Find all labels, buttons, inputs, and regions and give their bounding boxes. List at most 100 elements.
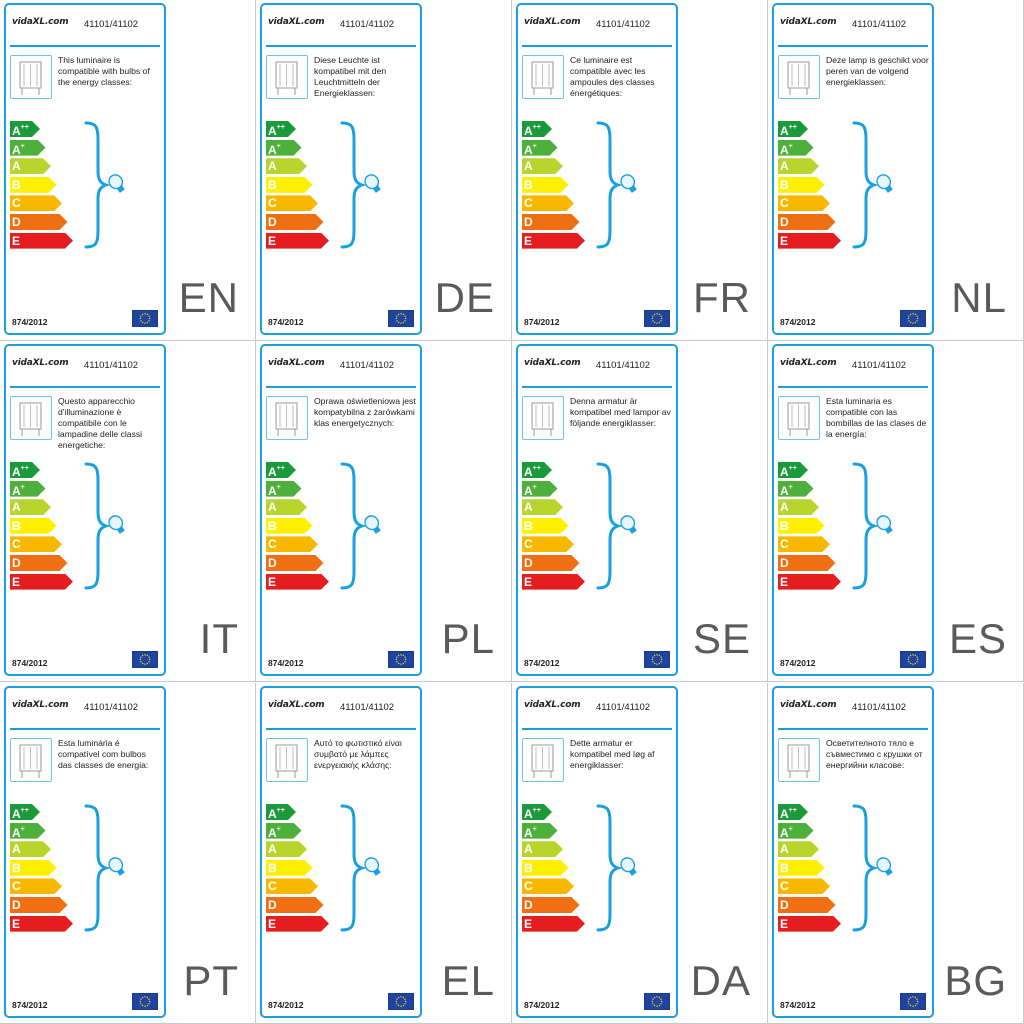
language-code: DA	[690, 957, 751, 1004]
energy-class-a-plus: A+	[522, 481, 558, 497]
energy-class-e: E	[10, 233, 73, 249]
energy-class-a: A	[10, 841, 51, 857]
language-code: PL	[441, 615, 495, 662]
floor-lamp-icon	[266, 396, 308, 440]
product-code: 41101/41102	[84, 19, 139, 30]
product-code: 41101/41102	[596, 702, 651, 713]
product-code: 41101/41102	[852, 19, 907, 30]
energy-class-a: A	[266, 499, 307, 515]
eu-flag-icon	[388, 651, 414, 668]
energy-class-d: D	[522, 897, 580, 913]
regulation-number: 874/2012	[780, 658, 816, 668]
energy-class-a-plus-plus: A++	[10, 462, 40, 478]
energy-class-a-plus: A+	[10, 481, 46, 497]
energy-class-a-plus-plus: A++	[778, 462, 808, 478]
brand-logo: vidaXL.com	[780, 17, 837, 27]
light-bulb-icon	[84, 121, 125, 249]
language-code: EN	[178, 274, 239, 321]
energy-class-d: D	[10, 897, 68, 913]
energy-class-c: C	[522, 878, 574, 894]
energy-class-c: C	[778, 878, 830, 894]
header-divider	[778, 728, 928, 730]
energy-class-scale: A++ A+ A B C D E	[10, 804, 80, 934]
energy-class-a: A	[10, 499, 51, 515]
brand-logo: vidaXL.com	[268, 358, 325, 368]
language-code: FR	[693, 274, 751, 321]
brand-logo: vidaXL.com	[780, 358, 837, 368]
floor-lamp-icon	[522, 396, 564, 440]
light-bulb-icon	[596, 462, 637, 590]
floor-lamp-icon	[266, 738, 308, 782]
energy-class-e: E	[266, 916, 329, 932]
energy-class-a: A	[778, 158, 819, 174]
label-cell-fr: vidaXL.com 41101/41102 Ce luminaire est …	[512, 0, 768, 341]
energy-label: vidaXL.com 41101/41102 This luminaire is…	[4, 3, 166, 335]
energy-class-a: A	[266, 841, 307, 857]
header-divider	[10, 386, 160, 388]
energy-class-a: A	[778, 499, 819, 515]
eu-flag-icon	[644, 310, 670, 327]
floor-lamp-icon	[10, 55, 52, 99]
energy-label: vidaXL.com 41101/41102 Oprawa oświetleni…	[260, 344, 422, 676]
energy-class-a: A	[10, 158, 51, 174]
energy-class-c: C	[266, 195, 318, 211]
energy-class-d: D	[266, 555, 324, 571]
energy-class-b: B	[10, 177, 57, 193]
product-code: 41101/41102	[84, 702, 139, 713]
energy-class-c: C	[522, 195, 574, 211]
language-code: EL	[441, 957, 495, 1004]
language-code: PT	[183, 957, 239, 1004]
energy-class-b: B	[778, 518, 825, 534]
energy-class-c: C	[10, 536, 62, 552]
energy-label: vidaXL.com 41101/41102 Esta luminária é …	[4, 686, 166, 1018]
eu-flag-icon	[644, 993, 670, 1010]
energy-class-e: E	[522, 574, 585, 590]
compatibility-text: Deze lamp is geschikt voor peren van de …	[826, 55, 929, 87]
compatibility-text: Осветителното тяло е съвместимо с крушки…	[826, 738, 923, 770]
energy-class-a-plus-plus: A++	[266, 462, 296, 478]
brand-logo: vidaXL.com	[524, 358, 581, 368]
eu-flag-icon	[900, 993, 926, 1010]
brand-logo: vidaXL.com	[12, 17, 69, 27]
energy-class-d: D	[10, 214, 68, 230]
energy-class-e: E	[266, 574, 329, 590]
energy-class-b: B	[266, 177, 313, 193]
regulation-number: 874/2012	[12, 658, 48, 668]
label-cell-bg: vidaXL.com 41101/41102 Осветителното тял…	[768, 683, 1024, 1024]
energy-class-a-plus-plus: A++	[778, 121, 808, 137]
header-divider	[266, 386, 416, 388]
header-divider	[266, 728, 416, 730]
floor-lamp-icon	[266, 55, 308, 99]
light-bulb-icon	[596, 121, 637, 249]
energy-class-b: B	[522, 177, 569, 193]
energy-class-e: E	[10, 574, 73, 590]
label-cell-es: vidaXL.com 41101/41102 Esta luminaria es…	[768, 341, 1024, 682]
energy-class-scale: A++ A+ A B C D E	[266, 804, 336, 934]
energy-class-a: A	[522, 841, 563, 857]
energy-class-scale: A++ A+ A B C D E	[778, 462, 848, 592]
compatibility-text: Αυτό το φωτιστικό είναι συμβατό με λάμπε…	[314, 738, 402, 770]
light-bulb-icon	[84, 804, 125, 932]
language-code: BG	[944, 957, 1007, 1004]
energy-class-d: D	[778, 897, 836, 913]
energy-class-a-plus: A+	[10, 823, 46, 839]
brand-logo: vidaXL.com	[12, 358, 69, 368]
energy-class-a-plus: A+	[522, 823, 558, 839]
eu-flag-icon	[132, 651, 158, 668]
energy-class-a: A	[522, 499, 563, 515]
energy-class-a-plus-plus: A++	[266, 804, 296, 820]
energy-class-scale: A++ A+ A B C D E	[522, 804, 592, 934]
energy-class-a-plus: A+	[778, 140, 814, 156]
header-divider	[10, 45, 160, 47]
energy-class-d: D	[778, 555, 836, 571]
header-divider	[522, 45, 672, 47]
header-divider	[778, 386, 928, 388]
label-cell-it: vidaXL.com 41101/41102 Questo apparecchi…	[0, 341, 256, 682]
light-bulb-icon	[340, 121, 381, 249]
regulation-number: 874/2012	[268, 317, 304, 327]
eu-flag-icon	[644, 651, 670, 668]
regulation-number: 874/2012	[780, 317, 816, 327]
energy-class-a-plus-plus: A++	[266, 121, 296, 137]
product-code: 41101/41102	[596, 19, 651, 30]
